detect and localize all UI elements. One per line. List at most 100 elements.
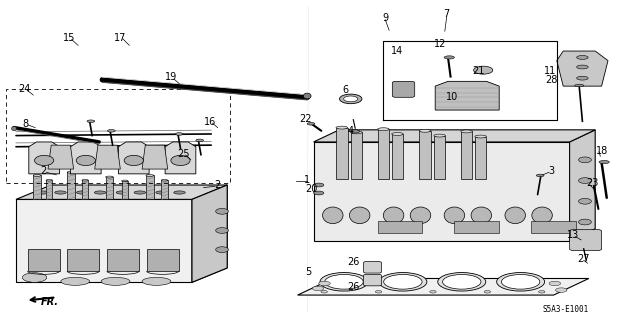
Ellipse shape [383, 207, 404, 224]
Text: 3: 3 [548, 166, 555, 176]
Ellipse shape [156, 191, 168, 194]
Ellipse shape [312, 286, 324, 291]
Ellipse shape [532, 207, 552, 224]
Ellipse shape [351, 130, 360, 133]
Ellipse shape [497, 272, 545, 291]
Ellipse shape [336, 126, 348, 129]
Polygon shape [314, 130, 595, 142]
Bar [454, 221, 499, 233]
Ellipse shape [323, 207, 343, 224]
Ellipse shape [549, 281, 561, 286]
Ellipse shape [95, 191, 106, 194]
Bar [161, 180, 168, 199]
Ellipse shape [122, 180, 128, 182]
Ellipse shape [319, 281, 330, 286]
Ellipse shape [351, 131, 362, 134]
Bar [461, 131, 472, 179]
Bar [67, 249, 99, 271]
Text: 13: 13 [566, 230, 579, 241]
Ellipse shape [430, 291, 436, 293]
Ellipse shape [502, 274, 540, 289]
Bar [336, 128, 348, 179]
Polygon shape [314, 142, 570, 241]
Ellipse shape [22, 273, 47, 282]
Text: 19: 19 [165, 72, 178, 82]
Polygon shape [48, 145, 74, 169]
Polygon shape [570, 130, 595, 241]
Ellipse shape [307, 122, 315, 125]
Ellipse shape [12, 127, 17, 131]
Ellipse shape [61, 278, 90, 285]
Ellipse shape [599, 160, 609, 164]
Bar [33, 175, 41, 199]
Ellipse shape [174, 191, 186, 194]
Ellipse shape [116, 191, 128, 194]
Ellipse shape [474, 66, 493, 74]
Ellipse shape [579, 178, 591, 183]
Text: 21: 21 [472, 66, 485, 76]
Polygon shape [70, 142, 101, 174]
Text: 2: 2 [214, 180, 221, 190]
Text: 25: 25 [177, 149, 189, 159]
Polygon shape [16, 199, 192, 282]
FancyBboxPatch shape [392, 81, 415, 97]
Text: 24: 24 [18, 84, 31, 94]
Ellipse shape [320, 272, 368, 291]
Text: 27: 27 [577, 254, 590, 264]
FancyBboxPatch shape [570, 230, 602, 250]
Polygon shape [557, 51, 608, 86]
Ellipse shape [108, 130, 115, 132]
Ellipse shape [325, 274, 364, 289]
Text: FR.: FR. [41, 297, 59, 308]
Bar [107, 249, 139, 271]
Ellipse shape [321, 291, 328, 293]
Ellipse shape [175, 133, 183, 135]
Ellipse shape [392, 133, 403, 135]
Ellipse shape [340, 94, 362, 104]
Ellipse shape [303, 93, 311, 99]
Polygon shape [165, 142, 196, 174]
FancyBboxPatch shape [364, 262, 381, 273]
Polygon shape [29, 142, 60, 174]
Ellipse shape [579, 157, 591, 163]
Text: 6: 6 [342, 85, 349, 95]
Bar [378, 221, 422, 233]
Polygon shape [192, 185, 227, 282]
Ellipse shape [67, 171, 75, 173]
Polygon shape [118, 142, 149, 174]
Ellipse shape [475, 135, 486, 138]
Text: 20: 20 [305, 184, 317, 194]
Bar [28, 249, 60, 271]
Ellipse shape [484, 291, 491, 293]
Bar [122, 181, 128, 199]
Ellipse shape [536, 174, 544, 177]
Ellipse shape [410, 207, 431, 224]
Ellipse shape [538, 291, 545, 293]
Ellipse shape [142, 278, 171, 285]
Bar [392, 134, 403, 179]
Ellipse shape [216, 209, 228, 214]
Ellipse shape [37, 191, 49, 194]
Ellipse shape [577, 65, 588, 69]
Text: 22: 22 [300, 114, 312, 124]
Text: 2: 2 [40, 166, 47, 176]
Ellipse shape [556, 288, 567, 292]
Ellipse shape [344, 96, 358, 102]
Ellipse shape [579, 219, 591, 225]
Text: 26: 26 [347, 282, 360, 292]
Text: 16: 16 [204, 117, 216, 127]
Ellipse shape [124, 155, 143, 166]
Text: 15: 15 [63, 33, 76, 43]
Text: 5: 5 [305, 267, 312, 277]
Bar [106, 177, 113, 199]
Bar [146, 175, 154, 199]
Ellipse shape [196, 139, 204, 142]
Ellipse shape [33, 174, 41, 176]
Bar [147, 249, 179, 271]
Text: 28: 28 [545, 75, 558, 85]
Ellipse shape [471, 207, 492, 224]
Ellipse shape [314, 183, 324, 187]
Ellipse shape [444, 56, 454, 59]
Ellipse shape [379, 272, 427, 291]
Bar [434, 136, 445, 179]
